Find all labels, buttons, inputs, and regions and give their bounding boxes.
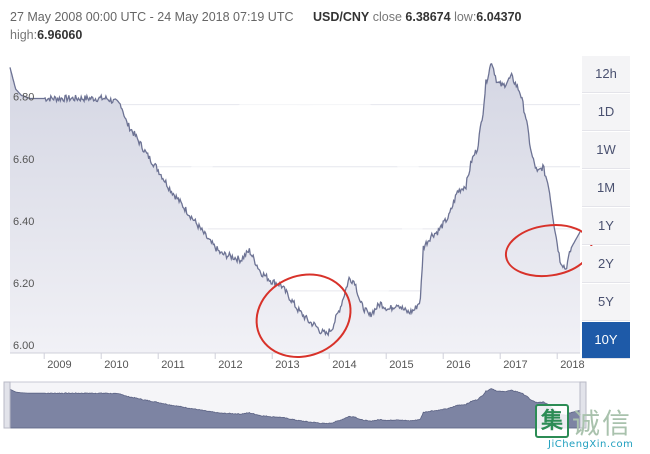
currency-pair: USD/CNY (312, 10, 370, 24)
range-button-2y[interactable]: 2Y (582, 246, 630, 283)
low-value: 6.04370 (476, 10, 522, 24)
site-watermark: 集 诚信 JiChengXin.com (532, 402, 647, 454)
price-area (10, 63, 580, 354)
xe-logo-watermark (185, 85, 425, 325)
close-label: close (372, 10, 402, 24)
price-line (9, 62, 581, 337)
x-axis-labels: 2009 2010 2011 2012 2013 2014 2015 2016 2017 2018 (43, 353, 585, 371)
close-value: 6.38674 (405, 10, 451, 24)
x-tick-label: 2009 (47, 359, 71, 371)
x-tick-label: 2012 (218, 359, 242, 371)
annotation-ellipse (255, 273, 352, 358)
y-tick-label: 6.20 (13, 278, 34, 290)
high-value: 6.96060 (37, 28, 83, 42)
x-tick-label: 2010 (104, 359, 128, 371)
range-selector: 12h 1D 1W 1M 1Y 2Y 5Y 10Y (582, 56, 630, 360)
x-tick-label: 2011 (161, 359, 185, 371)
x-tick-label: 2016 (446, 359, 470, 371)
range-navigator[interactable] (3, 381, 587, 429)
watermark-text: 诚信 (572, 407, 633, 440)
range-button-1m[interactable]: 1M (582, 170, 630, 207)
y-tick-label: 6.40 (13, 216, 34, 228)
watermark-url: JiChengXin.com (548, 439, 634, 450)
navigator-right-handle[interactable] (579, 381, 587, 429)
range-button-12h[interactable]: 12h (582, 56, 630, 93)
y-tick-label: 6.60 (13, 154, 34, 166)
x-tick-label: 2014 (332, 359, 356, 371)
y-tick-label: 6.00 (13, 340, 34, 352)
range-button-10y[interactable]: 10Y (582, 322, 630, 359)
high-label: high: (10, 28, 38, 42)
range-button-1d[interactable]: 1D (582, 94, 630, 131)
range-button-1y[interactable]: 1Y (582, 208, 630, 245)
watermark-logo: 集 (535, 404, 569, 438)
range-button-1w[interactable]: 1W (582, 132, 630, 169)
y-axis-labels: 6.00 6.20 6.40 6.60 6.80 (13, 92, 34, 352)
x-tick-label: 2017 (503, 359, 527, 371)
chart-header: 27 May 2008 00:00 UTC - 24 May 2018 07:1… (10, 8, 580, 44)
x-tick-label: 2013 (275, 359, 299, 371)
date-range: 27 May 2008 00:00 UTC - 24 May 2018 07:1… (10, 10, 294, 24)
low-label: low: (454, 10, 477, 24)
x-tick-label: 2018 (560, 359, 584, 371)
x-tick-label: 2015 (389, 359, 413, 371)
navigator-series (9, 388, 581, 429)
navigator-left-handle[interactable] (3, 381, 11, 429)
y-tick-label: 6.80 (13, 92, 34, 104)
range-button-5y[interactable]: 5Y (582, 284, 630, 321)
